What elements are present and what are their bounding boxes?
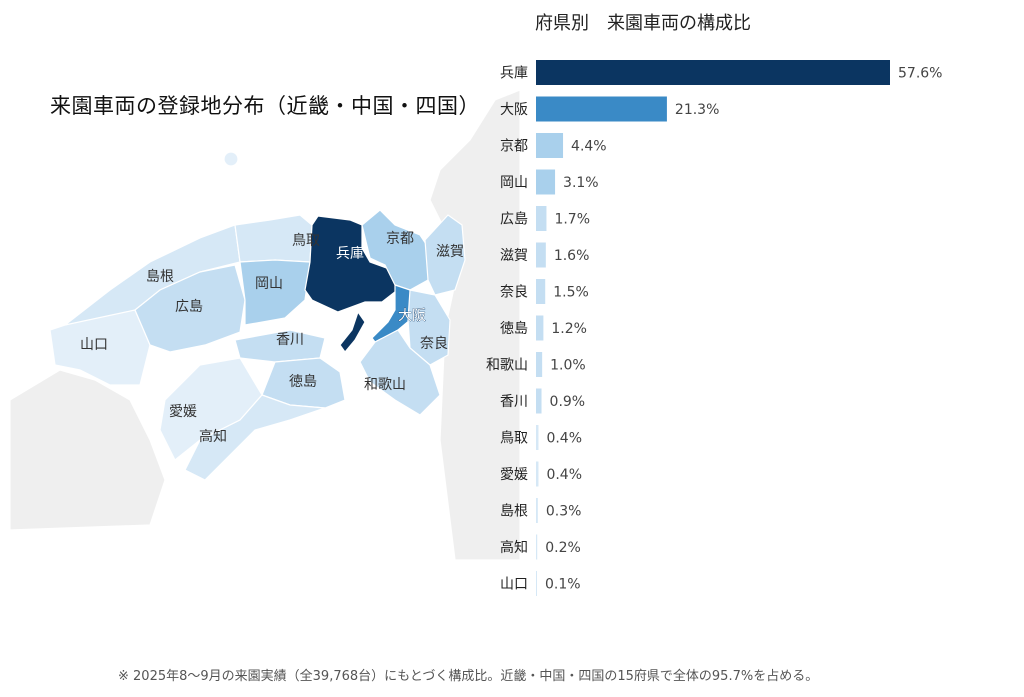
bar	[536, 461, 539, 487]
pref-okayama	[239, 259, 311, 326]
bar-category-label: 徳島	[500, 321, 528, 337]
bar-category-label: 奈良	[500, 285, 528, 301]
bar-value-label: 0.1%	[545, 577, 581, 593]
bar	[536, 315, 544, 341]
bar-value-label: 0.9%	[550, 394, 586, 410]
bar-category-label: 高知	[500, 539, 528, 556]
bar	[536, 279, 546, 304]
map-label-hyogo: 兵庫	[336, 245, 364, 262]
island-awaji	[339, 310, 366, 353]
bar	[536, 352, 543, 377]
map-label-yamaguchi: 山口	[80, 337, 108, 353]
pref-kochi	[184, 394, 326, 481]
bar-value-label: 1.0%	[550, 358, 586, 374]
bar	[536, 169, 556, 195]
map-label-tottori: 鳥取	[292, 233, 320, 249]
bar-value-label: 57.6%	[898, 66, 942, 82]
map-label-osaka: 大阪	[398, 308, 426, 324]
bar-value-label: 0.4%	[546, 467, 582, 483]
map-title: 来園車両の登録地分布（近畿・中国・四国）	[50, 94, 480, 118]
bar-chart-title: 府県別 来園車両の構成比	[535, 13, 751, 34]
bar-category-label: 山口	[500, 577, 528, 593]
map-label-nara: 奈良	[420, 336, 448, 352]
bar	[536, 133, 564, 158]
island-oki	[223, 151, 239, 167]
bar-category-label: 和歌山	[486, 358, 528, 374]
bar-value-label: 0.4%	[546, 431, 582, 447]
bar-category-label: 大阪	[500, 102, 528, 118]
bar-category-label: 香川	[500, 394, 528, 410]
bar-value-label: 1.6%	[554, 248, 590, 264]
bar	[536, 388, 542, 414]
bar-value-label: 0.2%	[545, 540, 581, 556]
bar	[536, 571, 537, 596]
map-label-ehime: 愛媛	[169, 404, 197, 420]
bar-category-label: 滋賀	[500, 248, 528, 264]
bar	[536, 425, 539, 450]
footnote: ※ 2025年8〜9月の来園実績（全39,768台）にもとづく構成比。近畿・中国…	[118, 669, 819, 684]
bar	[536, 60, 890, 85]
bar-value-label: 1.7%	[554, 212, 590, 228]
map-label-hiroshima: 広島	[175, 299, 203, 315]
bar	[536, 206, 547, 231]
bar-value-label: 3.1%	[563, 175, 599, 191]
pref-shiga	[424, 214, 466, 296]
map-label-wakayama: 和歌山	[364, 377, 406, 393]
bar-value-label: 0.3%	[546, 504, 582, 520]
map-label-kagawa: 香川	[276, 332, 304, 348]
bar	[536, 498, 538, 523]
bar	[536, 534, 538, 560]
pref-nara	[407, 289, 451, 366]
bar-category-label: 岡山	[500, 175, 528, 191]
map-label-tokushima: 徳島	[289, 374, 317, 390]
map-label-okayama: 岡山	[255, 276, 283, 292]
pref-hiroshima	[134, 264, 246, 353]
region-outside-kyushu	[9, 369, 166, 531]
bar	[536, 242, 546, 268]
bar-category-label: 京都	[500, 139, 528, 155]
pref-wakayama	[359, 329, 441, 416]
bar	[536, 96, 667, 122]
map-label-kochi: 高知	[199, 428, 227, 445]
bar-category-label: 広島	[500, 212, 528, 228]
bar-category-label: 愛媛	[500, 467, 528, 483]
bar-category-label: 兵庫	[500, 65, 528, 82]
map-label-shiga: 滋賀	[436, 244, 464, 260]
bar-value-label: 21.3%	[675, 102, 719, 118]
choropleth-map: 鳥取 兵庫 京都 滋賀 島根 岡山 広島 大阪 山口 香川 奈良 徳島 和歌山 …	[9, 89, 520, 560]
bar-category-label: 鳥取	[500, 431, 528, 447]
bar-category-label: 島根	[500, 504, 528, 520]
map-label-shimane: 島根	[146, 269, 174, 285]
bar-value-label: 4.4%	[571, 139, 607, 155]
map-label-kyoto: 京都	[386, 231, 414, 247]
bar-value-label: 1.5%	[553, 285, 589, 301]
bar-value-label: 1.2%	[551, 321, 587, 337]
